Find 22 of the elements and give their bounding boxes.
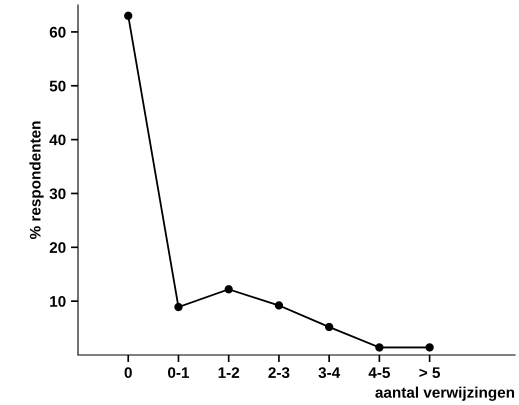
y-tick-label: 60 [50,26,66,38]
x-tick-label: 4-5 [368,367,390,378]
x-tick-label: > 5 [419,367,440,378]
y-axis-title: % respondenten [29,122,44,240]
x-tick-label: 3-4 [318,367,340,378]
point [274,301,284,310]
x-tick-label: 0-1 [168,367,190,378]
x-tick-label: 0 [124,367,132,378]
y-tick-label: 50 [50,80,66,92]
y-tick-label: 40 [49,134,66,146]
point [324,322,334,332]
point [174,302,183,312]
point [124,12,132,20]
y-tick-label: 10 [50,296,66,307]
point [224,285,233,294]
x-tick-label: 1-2 [218,367,240,378]
point [425,343,434,352]
y-tick-label: 30 [50,188,66,200]
point [375,343,384,352]
x-axis-title: aantal verwijzingen [375,386,514,401]
y-tick-label: 20 [50,242,66,253]
x-tick-label: 2-3 [268,367,290,378]
